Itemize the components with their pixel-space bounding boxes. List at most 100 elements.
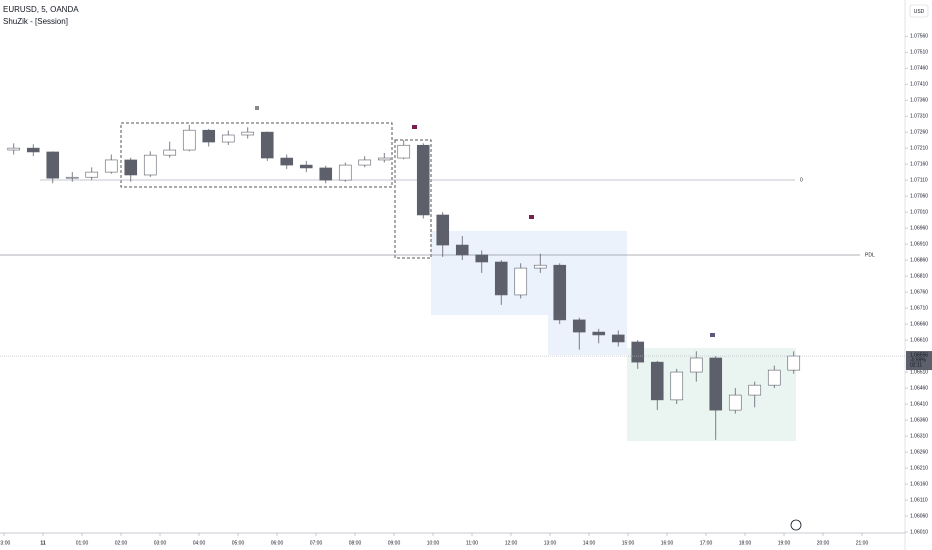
y-tick-label: 1.07510 (910, 49, 928, 55)
y-tick-label: 1.07210 (910, 145, 928, 151)
currency: USD (914, 9, 925, 15)
candle-body (299, 164, 313, 169)
candle-body (221, 134, 235, 143)
level-label: PDL (865, 252, 875, 258)
candle-body (7, 147, 21, 151)
candle-body (104, 159, 118, 173)
candle-body (689, 357, 703, 373)
candle-body (709, 357, 723, 411)
candle-body (260, 131, 274, 159)
y-tick-label: 1.07260 (910, 129, 928, 135)
session-range (394, 139, 432, 259)
session-box (431, 231, 627, 315)
y-tick-label: 1.06810 (910, 273, 928, 279)
y-tick-label: 1.07310 (910, 113, 928, 119)
x-tick-label: 17:00 (700, 540, 713, 546)
y-tick-label: 1.07560 (910, 33, 928, 39)
indicator-name: ShuZik - [Session] (3, 17, 68, 26)
y-tick-label: 1.07460 (910, 65, 928, 71)
replay-button[interactable] (790, 519, 802, 531)
y-tick-label: 1.06710 (910, 305, 928, 311)
y-tick-label: 1.06860 (910, 257, 928, 263)
x-tick-label: 11 (40, 540, 46, 546)
x-tick-label: 03:00 (154, 540, 167, 546)
countdown: 02:11 (910, 362, 922, 368)
candle-body (280, 157, 294, 166)
y-tick-label: 1.06260 (910, 449, 928, 455)
chart-title: EURUSD, 5, OANDA (3, 5, 79, 14)
change: -0.59% (910, 357, 926, 363)
x-tick-label: 21:00 (856, 540, 869, 546)
candle-body (592, 331, 606, 336)
x-tick-label: 23:00 (0, 540, 10, 546)
candle-body (124, 159, 138, 176)
candle-body (475, 254, 489, 263)
x-tick-label: 20:00 (817, 540, 830, 546)
x-tick-label: 18:00 (739, 540, 752, 546)
candle-body (338, 164, 352, 181)
x-tick-label: 15:00 (622, 540, 635, 546)
candle-body (514, 267, 528, 296)
candle-body (26, 147, 40, 153)
candle-body (650, 361, 664, 401)
candle-body (416, 144, 430, 216)
x-tick-label: 14:00 (583, 540, 596, 546)
session-range (120, 122, 393, 188)
candle-body (533, 264, 547, 269)
y-tick-label: 1.06110 (910, 497, 928, 503)
x-tick-label: 13:00 (544, 540, 557, 546)
y-tick-label: 1.06610 (910, 337, 928, 343)
x-tick-label: 06:00 (271, 540, 284, 546)
last-price: 1.06556 (910, 352, 928, 358)
y-tick-label: 1.06410 (910, 401, 928, 407)
y-tick-label: 1.06960 (910, 225, 928, 231)
x-tick-label: 01:00 (76, 540, 89, 546)
x-tick-label: 04:00 (193, 540, 206, 546)
candle-body (143, 154, 157, 176)
candle-body (767, 369, 781, 386)
candle-body (748, 384, 762, 396)
y-tick-label: 1.07110 (910, 177, 928, 183)
candle-body (787, 355, 801, 371)
last-price-box (906, 351, 932, 371)
y-tick-label: 1.06160 (910, 481, 928, 487)
y-tick-label: 1.06760 (910, 289, 928, 295)
session-icon (710, 333, 715, 337)
session-icon (255, 106, 259, 110)
y-tick-label: 1.07010 (910, 209, 928, 215)
candle-body (182, 129, 196, 151)
candle-body (241, 131, 255, 136)
candle-body (85, 171, 99, 178)
y-tick-label: 1.06210 (910, 465, 928, 471)
currency-box[interactable] (909, 4, 929, 18)
y-tick-label: 1.06660 (910, 321, 928, 327)
x-tick-label: 11:00 (466, 540, 478, 546)
session-icon (529, 215, 534, 219)
y-tick-label: 1.07060 (910, 193, 928, 199)
candle-body (631, 341, 645, 363)
y-tick-label: 1.07160 (910, 161, 928, 167)
x-tick-label: 16:00 (661, 540, 674, 546)
x-tick-label: 12:00 (505, 540, 518, 546)
candle-body (163, 149, 177, 156)
candle-body (46, 151, 60, 179)
candle-body (358, 159, 372, 166)
y-tick-label: 1.06510 (910, 369, 928, 375)
candle-body (319, 167, 333, 181)
x-tick-label: 02:00 (115, 540, 128, 546)
x-tick-label: 19:00 (778, 540, 791, 546)
y-tick-label: 1.06460 (910, 385, 928, 391)
y-tick-label: 1.06910 (910, 241, 928, 247)
candle-body (553, 264, 567, 321)
candle-body (670, 371, 684, 401)
x-tick-label: 07:00 (310, 540, 323, 546)
candle-body (65, 176, 79, 179)
candle-body (455, 244, 469, 256)
session-icon (412, 125, 417, 129)
x-tick-label: 08:00 (349, 540, 362, 546)
y-tick-label: 1.06310 (910, 433, 928, 439)
y-tick-label: 1.07410 (910, 81, 928, 87)
candle-body (611, 334, 625, 343)
y-tick-label: 1.06060 (910, 513, 928, 519)
x-tick-label: 05:00 (232, 540, 245, 546)
